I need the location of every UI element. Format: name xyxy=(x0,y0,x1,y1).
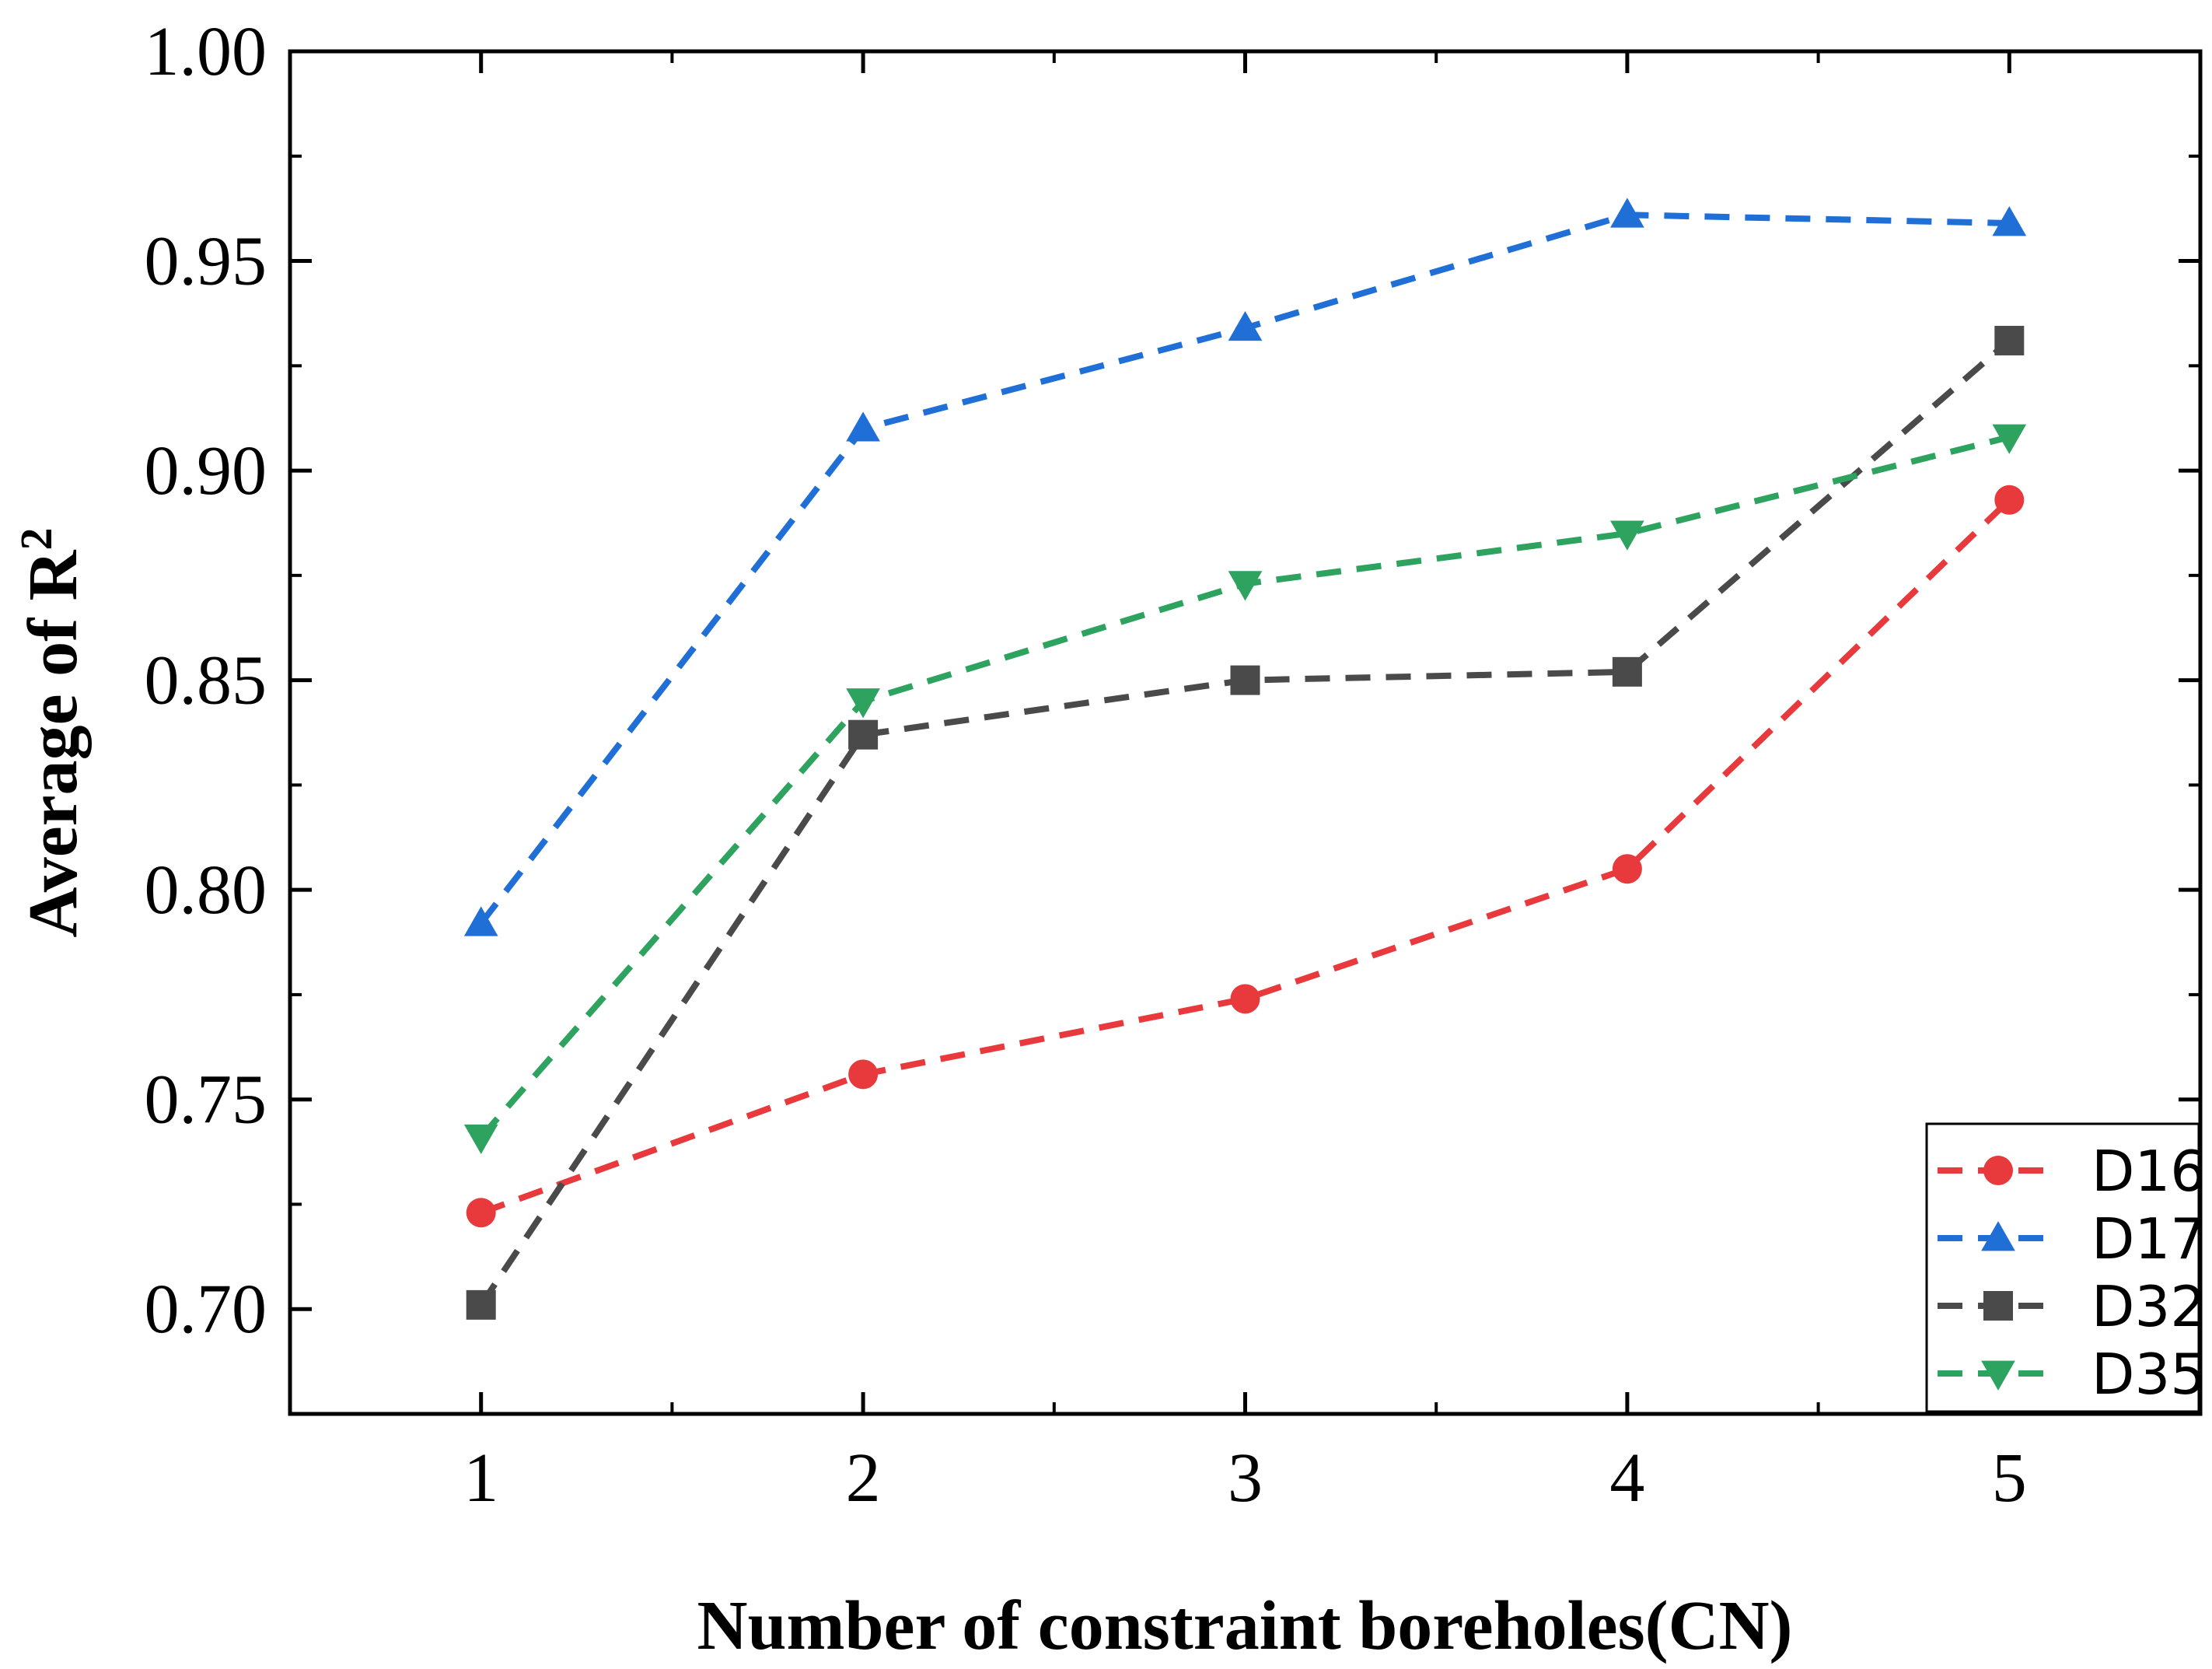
y-tick-label: 1.00 xyxy=(145,13,267,90)
legend-marker-d32 xyxy=(1983,1291,2013,1321)
data-point-d35 xyxy=(1610,520,1644,551)
plot-frame xyxy=(288,49,2203,1416)
data-point-d17 xyxy=(1228,310,1263,341)
legend-label-d17: D17 xyxy=(2091,1206,2206,1272)
series-line-d16 xyxy=(480,497,2012,1216)
x-axis-title: Number of constraint boreholes(CN) xyxy=(697,1587,1792,1664)
data-point-d17 xyxy=(846,411,880,442)
x-tick-label: 2 xyxy=(846,1440,881,1517)
y-axis-title: Average of R2 xyxy=(11,527,92,937)
data-point-d16 xyxy=(1230,984,1260,1014)
y-tick-label: 0.75 xyxy=(145,1062,267,1139)
data-point-d17 xyxy=(463,906,498,936)
data-point-d16 xyxy=(1612,854,1642,884)
x-tick-label: 1 xyxy=(463,1440,498,1517)
y-tick-label: 0.80 xyxy=(145,852,267,929)
data-point-d35 xyxy=(846,688,880,719)
axes: 0.70 0.75 0.80 0.85 0.90 0.95 1.00 1 2 3 4 5 xyxy=(145,13,2200,1517)
plot-series xyxy=(463,198,2027,1320)
series-line-d35 xyxy=(478,434,2011,1139)
data-point-d32 xyxy=(1612,656,1642,687)
y-tick-label: 0.70 xyxy=(145,1271,267,1348)
x-tick-label: 5 xyxy=(1992,1440,2027,1517)
legend-marker-d16 xyxy=(1983,1156,2013,1185)
legend-label-d35: D35 xyxy=(2091,1342,2206,1407)
data-point-d32 xyxy=(1230,665,1260,695)
legend-box xyxy=(1925,1122,2200,1413)
legend-marker-d17 xyxy=(1981,1221,2015,1251)
data-point-d32 xyxy=(1994,325,2025,355)
series-line-d32 xyxy=(478,338,2011,1307)
data-point-d35 xyxy=(1228,571,1263,601)
legend-marker-d35 xyxy=(1981,1360,2015,1391)
data-point-d16 xyxy=(1994,485,2025,515)
legend-label-d16: D16 xyxy=(2091,1139,2206,1204)
x-tick-label: 4 xyxy=(1609,1440,1644,1517)
y-axis-title-text: Average of R xyxy=(15,549,92,937)
y-tick-label: 0.90 xyxy=(145,432,267,509)
data-point-d16 xyxy=(466,1198,496,1228)
data-point-d17 xyxy=(1610,198,1644,228)
data-point-d35 xyxy=(1992,424,2027,454)
y-tick-label: 0.95 xyxy=(145,223,267,300)
y-tick-label: 0.85 xyxy=(145,642,267,719)
x-tick-label: 3 xyxy=(1228,1440,1263,1517)
data-point-d32 xyxy=(848,719,879,750)
legend-label-d32: D32 xyxy=(2091,1274,2206,1339)
data-point-d16 xyxy=(848,1059,879,1090)
data-point-d32 xyxy=(466,1289,496,1320)
data-point-d17 xyxy=(1992,206,2027,236)
y-axis-title-superscript: 2 xyxy=(11,527,61,550)
data-point-d35 xyxy=(463,1124,498,1155)
